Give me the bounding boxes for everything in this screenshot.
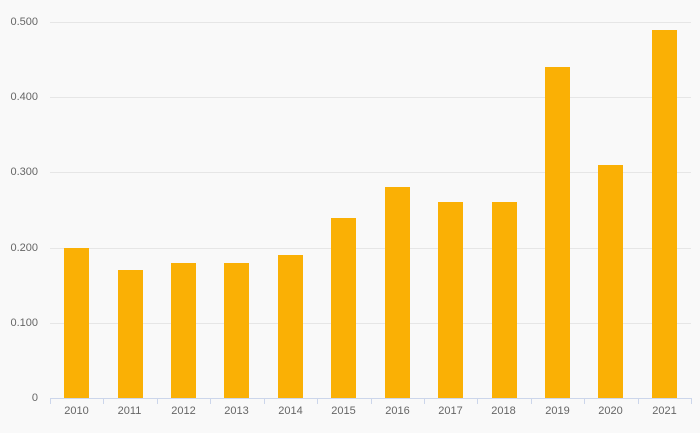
- x-axis-label: 2020: [598, 405, 623, 417]
- x-axis-label: 2019: [545, 405, 570, 417]
- y-gridline: [50, 323, 691, 324]
- x-axis-label: 2017: [438, 405, 463, 417]
- y-axis-label: 0.200: [10, 242, 38, 254]
- bar-2013[interactable]: [224, 263, 249, 398]
- x-axis-tick: [424, 398, 425, 404]
- x-axis-tick: [210, 398, 211, 404]
- bar-2017[interactable]: [438, 202, 463, 398]
- bar-2012[interactable]: [171, 263, 196, 398]
- bar-2018[interactable]: [492, 202, 517, 398]
- y-axis-label: 0.100: [10, 317, 38, 329]
- y-axis-label: 0.300: [10, 166, 38, 178]
- x-axis-label: 2021: [652, 405, 677, 417]
- bar-2019[interactable]: [545, 67, 570, 398]
- x-axis-label: 2012: [171, 405, 196, 417]
- x-axis-label: 2015: [331, 405, 356, 417]
- x-axis-label: 2011: [117, 405, 142, 417]
- x-axis-label: 2010: [64, 405, 89, 417]
- x-axis-tick: [317, 398, 318, 404]
- x-axis-tick: [638, 398, 639, 404]
- y-gridline: [50, 248, 691, 249]
- bar-2021[interactable]: [652, 30, 677, 398]
- x-axis-label: 2018: [491, 405, 516, 417]
- bar-2010[interactable]: [64, 248, 89, 398]
- x-axis-tick: [584, 398, 585, 404]
- y-gridline: [50, 22, 691, 23]
- x-axis-tick: [103, 398, 104, 404]
- x-axis-tick: [477, 398, 478, 404]
- bar-2016[interactable]: [385, 187, 410, 398]
- bar-2011[interactable]: [118, 270, 143, 398]
- x-axis-tick: [691, 398, 692, 404]
- y-axis-label: 0: [31, 392, 38, 404]
- x-axis-label: 2014: [278, 405, 303, 417]
- x-axis-tick: [531, 398, 532, 404]
- y-gridline: [50, 172, 691, 173]
- x-axis-tick: [157, 398, 158, 404]
- y-gridline: [50, 97, 691, 98]
- y-axis-label: 0.400: [10, 91, 38, 103]
- x-axis-tick: [371, 398, 372, 404]
- x-axis-tick: [50, 398, 51, 404]
- x-axis-label: 2013: [224, 405, 249, 417]
- bar-2015[interactable]: [331, 218, 356, 398]
- y-axis-label: 0.500: [10, 16, 38, 28]
- plot-area: [50, 0, 691, 398]
- x-axis-tick: [264, 398, 265, 404]
- x-axis-label: 2016: [385, 405, 410, 417]
- bar-2020[interactable]: [598, 165, 623, 398]
- bar-2014[interactable]: [278, 255, 303, 398]
